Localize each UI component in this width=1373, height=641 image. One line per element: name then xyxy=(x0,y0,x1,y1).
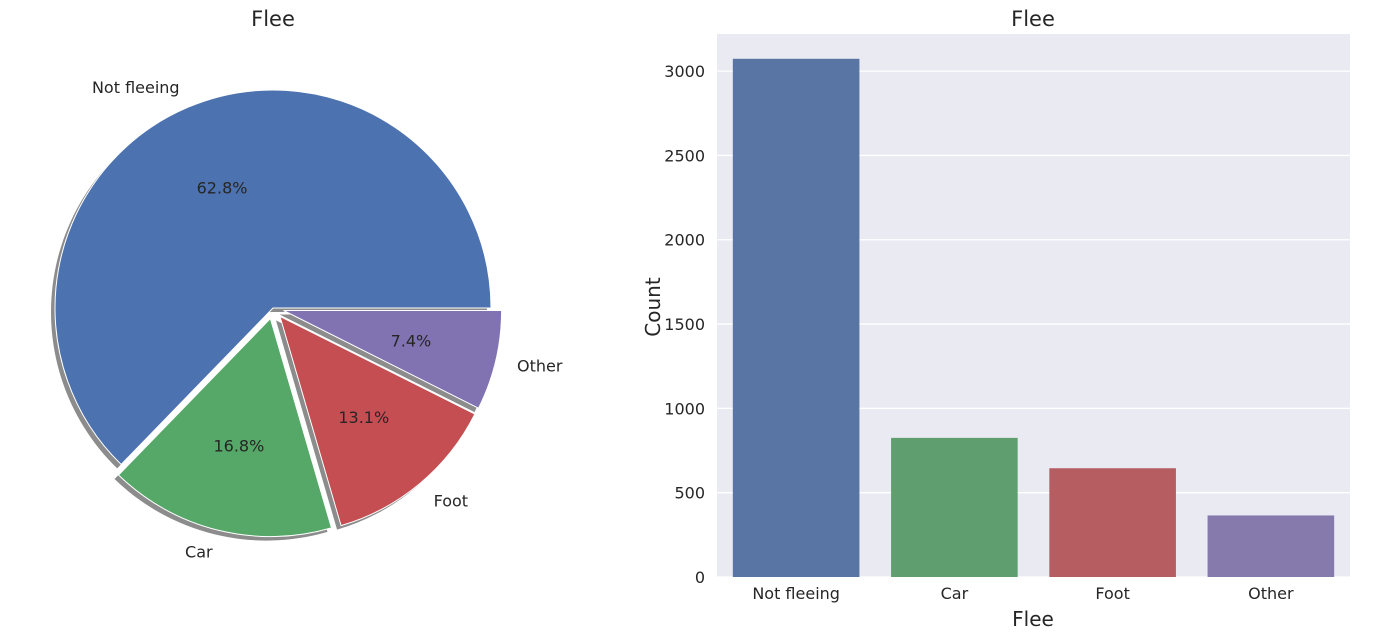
pie-chart-title: Flee xyxy=(251,7,295,31)
y-tick-label-2500: 2500 xyxy=(664,146,705,165)
pie-pct-label-not-fleeing: 62.8% xyxy=(197,179,248,198)
x-tick-label-foot: Foot xyxy=(1095,584,1129,603)
pie-slice-foot xyxy=(279,315,476,527)
x-axis-label: Flee xyxy=(1012,607,1054,631)
bar-other xyxy=(1207,515,1335,577)
bar-chart: Flee 0 500 1000 1500 2000 2500 3000 Not fleein… xyxy=(641,7,1350,631)
pie-pct-label-car: 16.8% xyxy=(213,437,264,456)
y-tick-label-1000: 1000 xyxy=(664,399,705,418)
x-tick-label-car: Car xyxy=(941,584,969,603)
y-tick-label-2000: 2000 xyxy=(664,231,705,250)
x-tick-label-other: Other xyxy=(1248,584,1294,603)
y-tick-label-3000: 3000 xyxy=(664,62,705,81)
bar-foot xyxy=(1049,468,1176,577)
pie-category-label-car: Car xyxy=(185,542,213,561)
y-tick-label-1500: 1500 xyxy=(664,315,705,334)
bar-not-fleeing xyxy=(732,58,860,578)
x-tick-label-not-fleeing: Not fleeing xyxy=(752,584,840,603)
pie-slice-car xyxy=(117,317,333,538)
pie-pct-label-other: 7.4% xyxy=(391,332,432,351)
y-tick-label-0: 0 xyxy=(695,568,705,587)
y-axis-label: Count xyxy=(641,277,665,337)
pie-pct-label-foot: 13.1% xyxy=(338,408,389,427)
bar-chart-title: Flee xyxy=(1011,7,1055,31)
y-tick-label-500: 500 xyxy=(674,484,705,503)
pie-chart: Flee 62.8% Not fleeing 16.8% Car 13.1% Foot 7.… xyxy=(50,7,563,561)
pie-category-label-other: Other xyxy=(517,357,563,376)
pie-slice-not-fleeing xyxy=(54,89,492,466)
pie-slice-other xyxy=(283,310,503,409)
pie-category-label-not-fleeing: Not fleeing xyxy=(92,78,180,97)
pie-category-label-foot: Foot xyxy=(434,492,468,511)
bar-car xyxy=(891,437,1018,577)
